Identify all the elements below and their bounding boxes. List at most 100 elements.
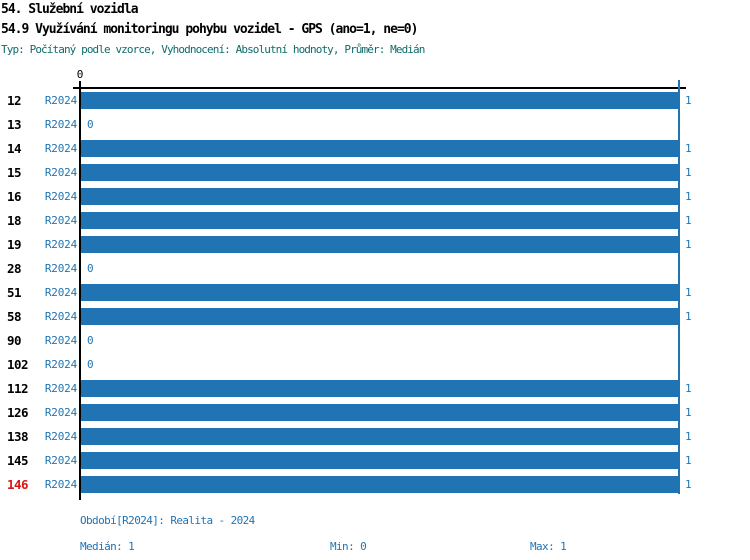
bar[interactable]: [81, 188, 678, 205]
chart-row: 51 R2024 1: [0, 281, 750, 305]
row-category-label: 102: [7, 357, 29, 372]
row-category-label: 14: [7, 141, 22, 156]
row-category-label: 51: [7, 285, 22, 300]
bar-value-label: 1: [685, 478, 692, 491]
row-series-label: R2024: [44, 166, 77, 179]
bar-value-label: 1: [685, 142, 692, 155]
chart-row: 13 R2024 0: [0, 113, 750, 137]
row-series-label: R2024: [44, 382, 77, 395]
bar-value-label: 1: [685, 190, 692, 203]
bar-value-label: 1: [685, 310, 692, 323]
row-series-label: R2024: [44, 190, 77, 203]
bar[interactable]: [81, 284, 678, 301]
row-series-label: R2024: [44, 334, 77, 347]
row-category-label: 145: [7, 453, 29, 468]
bar-area: 0: [81, 113, 678, 137]
row-category-label: 90: [7, 333, 22, 348]
chart-row: 12 R2024 1: [0, 89, 750, 113]
row-series-label: R2024: [44, 430, 77, 443]
bar-area: 1: [81, 281, 692, 305]
bar-area: 1: [81, 233, 692, 257]
row-category-label: 28: [7, 261, 22, 276]
row-series-label: R2024: [44, 142, 77, 155]
chapter-title: 54. Služební vozidla: [1, 2, 139, 17]
bar-value-label: 1: [685, 382, 692, 395]
bar-area: 1: [81, 161, 692, 185]
row-series-label: R2024: [44, 310, 77, 323]
bar[interactable]: [81, 140, 678, 157]
bar-value-label: 1: [685, 430, 692, 443]
bar-value-label: 1: [685, 166, 692, 179]
bar-value-label: 1: [685, 214, 692, 227]
bar[interactable]: [81, 236, 678, 253]
chart-row: 28 R2024 0: [0, 257, 750, 281]
median-stat-label: Medián: 1: [80, 540, 135, 553]
bar-area: 1: [81, 185, 692, 209]
row-category-label: 18: [7, 213, 22, 228]
bar-value-label: 0: [87, 262, 94, 275]
period-label: Období[R2024]: Realita - 2024: [80, 514, 255, 527]
row-series-label: R2024: [44, 358, 77, 371]
chart-row: 14 R2024 1: [0, 137, 750, 161]
bar[interactable]: [81, 164, 678, 181]
bar-area: 1: [81, 377, 692, 401]
row-category-label: 126: [7, 405, 29, 420]
bar-value-label: 1: [685, 94, 692, 107]
bar-value-label: 0: [87, 118, 94, 131]
chart-row: 126 R2024 1: [0, 401, 750, 425]
bar-value-label: 1: [685, 406, 692, 419]
row-category-label: 138: [7, 429, 29, 444]
max-stat-label: Max: 1: [530, 540, 567, 553]
bar[interactable]: [81, 92, 678, 109]
bar[interactable]: [81, 428, 678, 445]
bar-area: 1: [81, 401, 692, 425]
bar[interactable]: [81, 212, 678, 229]
row-category-label: 15: [7, 165, 22, 180]
chart-row: 90 R2024 0: [0, 329, 750, 353]
row-category-label: 112: [7, 381, 29, 396]
bar-value-label: 0: [87, 334, 94, 347]
row-series-label: R2024: [44, 454, 77, 467]
row-series-label: R2024: [44, 94, 77, 107]
row-series-label: R2024: [44, 118, 77, 131]
bar-area: 1: [81, 449, 692, 473]
bar[interactable]: [81, 476, 678, 493]
bar-value-label: 1: [685, 286, 692, 299]
row-category-label: 13: [7, 117, 22, 132]
bar-area: 1: [81, 305, 692, 329]
chart-row: 112 R2024 1: [0, 377, 750, 401]
bar-area: 1: [81, 137, 692, 161]
chart-row: 138 R2024 1: [0, 425, 750, 449]
bar[interactable]: [81, 380, 678, 397]
bar-value-label: 0: [87, 358, 94, 371]
bar-area: 0: [81, 257, 678, 281]
row-category-label: 16: [7, 189, 22, 204]
bar-value-label: 1: [685, 454, 692, 467]
indicator-title: 54.9 Využívání monitoringu pohybu vozide…: [1, 22, 418, 37]
bar[interactable]: [81, 452, 678, 469]
min-stat-label: Min: 0: [330, 540, 367, 553]
row-series-label: R2024: [44, 286, 77, 299]
y-axis-line: [79, 87, 81, 500]
chart-meta-line: Typ: Počítaný podle vzorce, Vyhodnocení:…: [1, 43, 425, 56]
row-category-label: 58: [7, 309, 22, 324]
bar-area: 1: [81, 425, 692, 449]
x-axis-line: [73, 87, 686, 89]
row-series-label: R2024: [44, 478, 77, 491]
bar[interactable]: [81, 308, 678, 325]
bar-area: 1: [81, 473, 692, 497]
bar-area: 0: [81, 353, 678, 377]
chart-row: 58 R2024 1: [0, 305, 750, 329]
row-series-label: R2024: [44, 214, 77, 227]
chart-row: 15 R2024 1: [0, 161, 750, 185]
bar[interactable]: [81, 404, 678, 421]
row-series-label: R2024: [44, 262, 77, 275]
chart-rows: 12 R2024 1 13 R2024 0 14 R2024 1 15 R2024 1 16 R2024 1…: [0, 89, 750, 497]
chart-row: 145 R2024 1: [0, 449, 750, 473]
row-series-label: R2024: [44, 238, 77, 251]
chart-row: 146 R2024 1: [0, 473, 750, 497]
chart-row: 102 R2024 0: [0, 353, 750, 377]
bar-value-label: 1: [685, 238, 692, 251]
bar-area: 0: [81, 329, 678, 353]
